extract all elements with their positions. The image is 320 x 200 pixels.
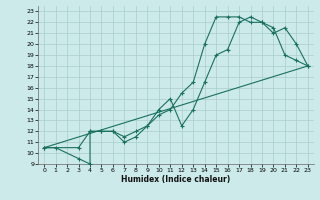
X-axis label: Humidex (Indice chaleur): Humidex (Indice chaleur): [121, 175, 231, 184]
